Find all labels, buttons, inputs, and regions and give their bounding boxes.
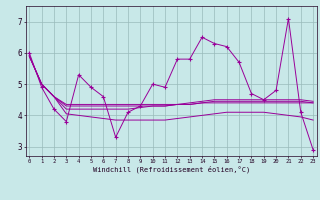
X-axis label: Windchill (Refroidissement éolien,°C): Windchill (Refroidissement éolien,°C): [92, 166, 250, 173]
